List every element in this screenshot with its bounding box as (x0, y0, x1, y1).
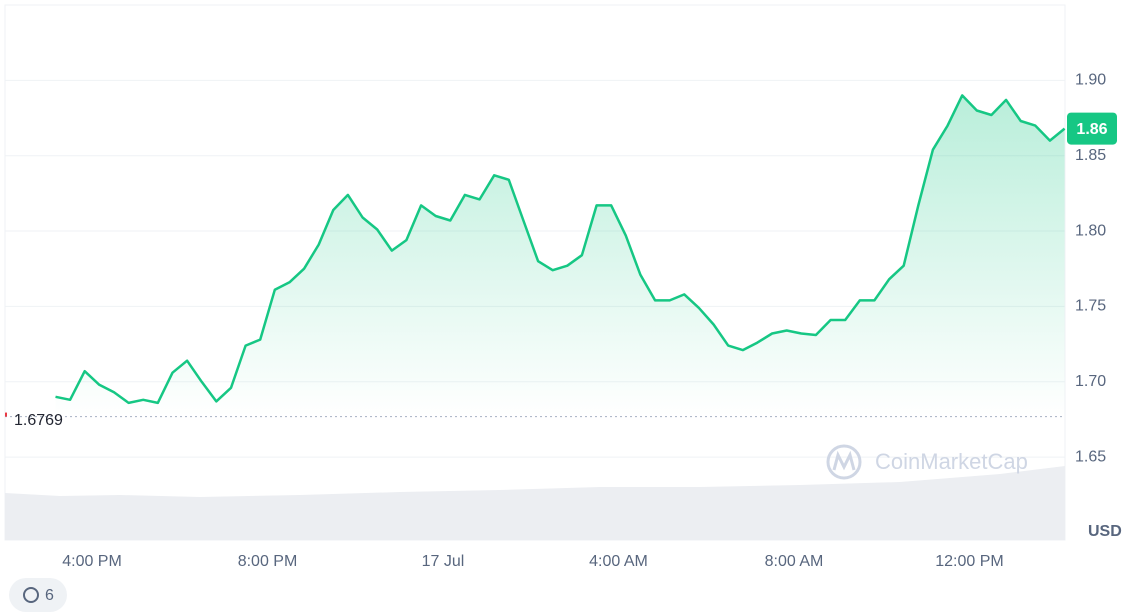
price-area (55, 95, 1065, 417)
x-tick-label: 12:00 PM (935, 553, 1003, 570)
last-price-badge: 1.86 (1067, 112, 1117, 145)
y-tick-label: 1.85 (1075, 147, 1106, 164)
currency-label: USD (1088, 523, 1122, 540)
history-icon[interactable] (23, 587, 39, 603)
badge-count[interactable]: 6 (45, 587, 54, 604)
watermark: CoinMarketCap (875, 449, 1028, 474)
x-tick-label: 17 Jul (422, 553, 465, 570)
x-tick-label: 8:00 AM (765, 553, 824, 570)
reference-label: 1.6769 (14, 412, 63, 429)
y-tick-label: 1.65 (1075, 448, 1106, 465)
x-tick-label: 4:00 AM (589, 553, 648, 570)
reference-tick (5, 412, 7, 417)
y-tick-label: 1.75 (1075, 298, 1106, 315)
y-tick-label: 1.80 (1075, 222, 1106, 239)
volume-area (5, 466, 1065, 540)
last-price-label: 1.86 (1076, 121, 1107, 138)
watermark-logo (826, 444, 862, 480)
y-tick-label: 1.70 (1075, 373, 1106, 390)
x-tick-label: 8:00 PM (238, 553, 298, 570)
y-tick-label: 1.90 (1075, 72, 1106, 89)
badge-bg (1067, 112, 1117, 145)
x-tick-label: 4:00 PM (62, 553, 122, 570)
history-badge[interactable]: 6 (9, 578, 67, 612)
price-line (55, 94, 1066, 405)
